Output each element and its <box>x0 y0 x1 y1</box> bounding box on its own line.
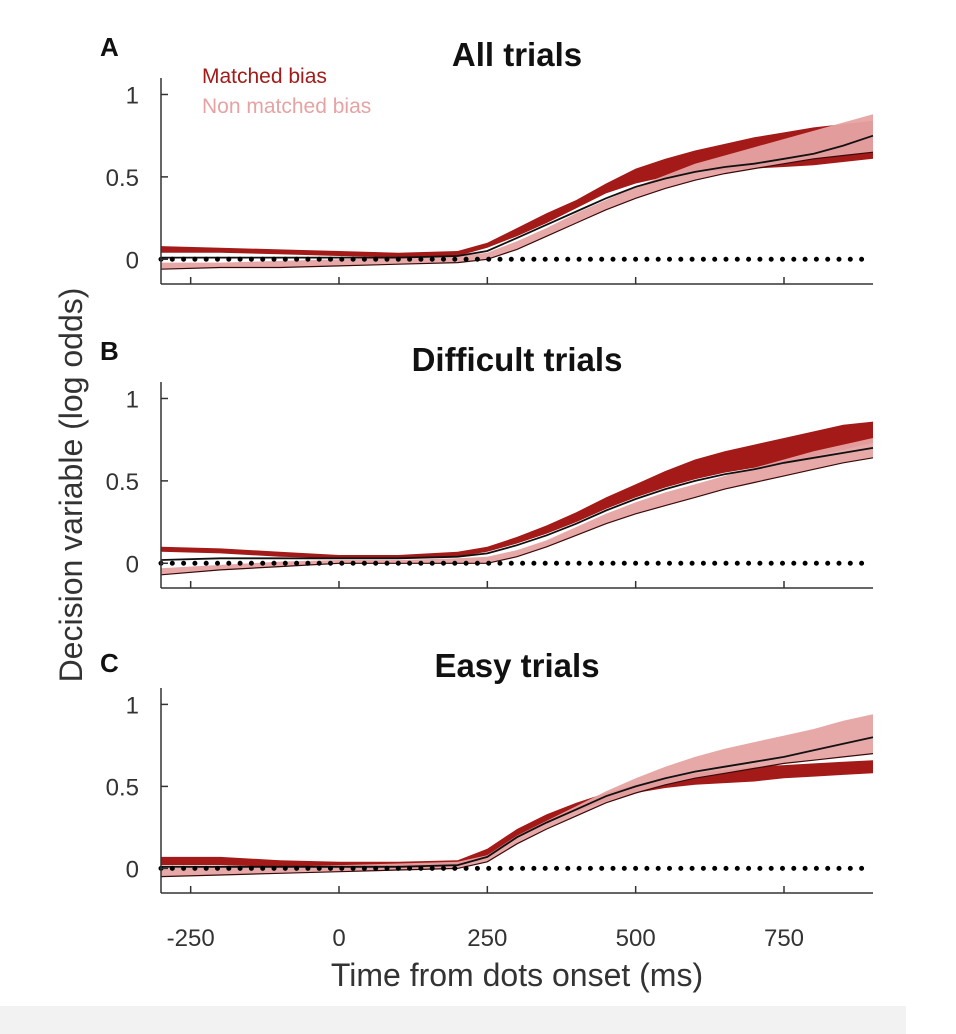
y-tick-label-c-2: 1 <box>126 692 139 719</box>
legend-matched-bias: Matched bias <box>202 65 327 88</box>
bottom-margin-strip <box>0 1006 906 1034</box>
band-matched-b <box>161 421 873 559</box>
panel-letter-a: A <box>100 32 119 62</box>
band-edge-non-matched-c <box>160 753 874 878</box>
y-tick-label-a-1: 0.5 <box>106 165 139 192</box>
y-tick-label-c-0: 0 <box>126 856 139 883</box>
band-edge-non-matched-b <box>160 457 874 576</box>
x-axis-label: Time from dots onset (ms) <box>331 957 703 993</box>
band-non-matched-c <box>161 714 873 877</box>
y-tick-label-b-0: 0 <box>126 551 139 578</box>
x-tick-label-2: 250 <box>467 925 507 952</box>
band-matched-a <box>161 120 873 258</box>
panel-letter-c: C <box>100 648 119 678</box>
panel-title-b: Difficult trials <box>412 341 623 378</box>
legend-non-matched-bias: Non matched bias <box>202 95 371 118</box>
x-tick-label-1: 0 <box>332 925 345 952</box>
y-tick-label-a-0: 0 <box>126 247 139 274</box>
y-tick-label-b-2: 1 <box>126 386 139 413</box>
mean-line-a <box>161 134 874 259</box>
y-tick-label-c-1: 0.5 <box>106 774 139 801</box>
x-tick-label-3: 500 <box>616 925 656 952</box>
y-tick-label-b-1: 0.5 <box>106 469 139 496</box>
panel-b: B Difficult trials 0 0.5 1 <box>100 336 874 589</box>
x-tick-label-4: 750 <box>764 925 804 952</box>
y-axis-label: Decision variable (log odds) <box>53 288 89 683</box>
band-matched-c <box>161 760 873 869</box>
panel-a: A All trials Matched bias Non matched bi… <box>100 32 874 285</box>
mean-line-c <box>161 736 874 868</box>
y-tick-label-a-2: 1 <box>126 82 139 109</box>
mean-line-b <box>160 447 874 561</box>
panel-title-c: Easy trials <box>434 647 599 684</box>
panel-letter-b: B <box>100 336 119 366</box>
band-edge-non-matched-a <box>160 151 874 270</box>
panel-title-a: All trials <box>452 36 582 73</box>
x-tick-label-0: -250 <box>167 925 215 952</box>
panel-c: C Easy trials 0 0.5 1 -250 0 250 500 750 <box>100 647 874 952</box>
